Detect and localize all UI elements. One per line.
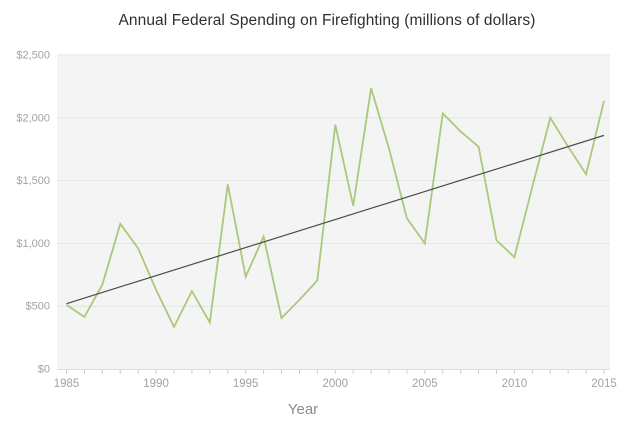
x-axis-label-1985: 1985 <box>54 378 80 390</box>
x-axis-label-2005: 2005 <box>412 378 438 390</box>
y-axis-label-1500: $1,500 <box>16 175 50 187</box>
y-axis-label-0: $0 <box>38 364 50 376</box>
trend-line <box>66 134 605 305</box>
x-axis-title: Year <box>287 401 319 418</box>
annual-spending-line <box>65 88 605 329</box>
x-axis-label-2010: 2010 <box>502 378 528 390</box>
y-axis-label-500: $500 <box>26 301 50 313</box>
x-axis-label-2015: 2015 <box>591 378 617 390</box>
chart-title: Annual Federal Spending on Firefighting … <box>118 12 536 29</box>
y-axis-label-2000: $2,000 <box>16 112 50 124</box>
plot-background <box>57 55 610 369</box>
x-axis-label-2000: 2000 <box>322 378 348 390</box>
y-axis-label-1000: $1,000 <box>16 238 50 250</box>
x-axis-label-1995: 1995 <box>233 378 259 390</box>
y-axis-label-2500: $2,500 <box>16 50 50 62</box>
x-axis-label-1990: 1990 <box>143 378 169 390</box>
